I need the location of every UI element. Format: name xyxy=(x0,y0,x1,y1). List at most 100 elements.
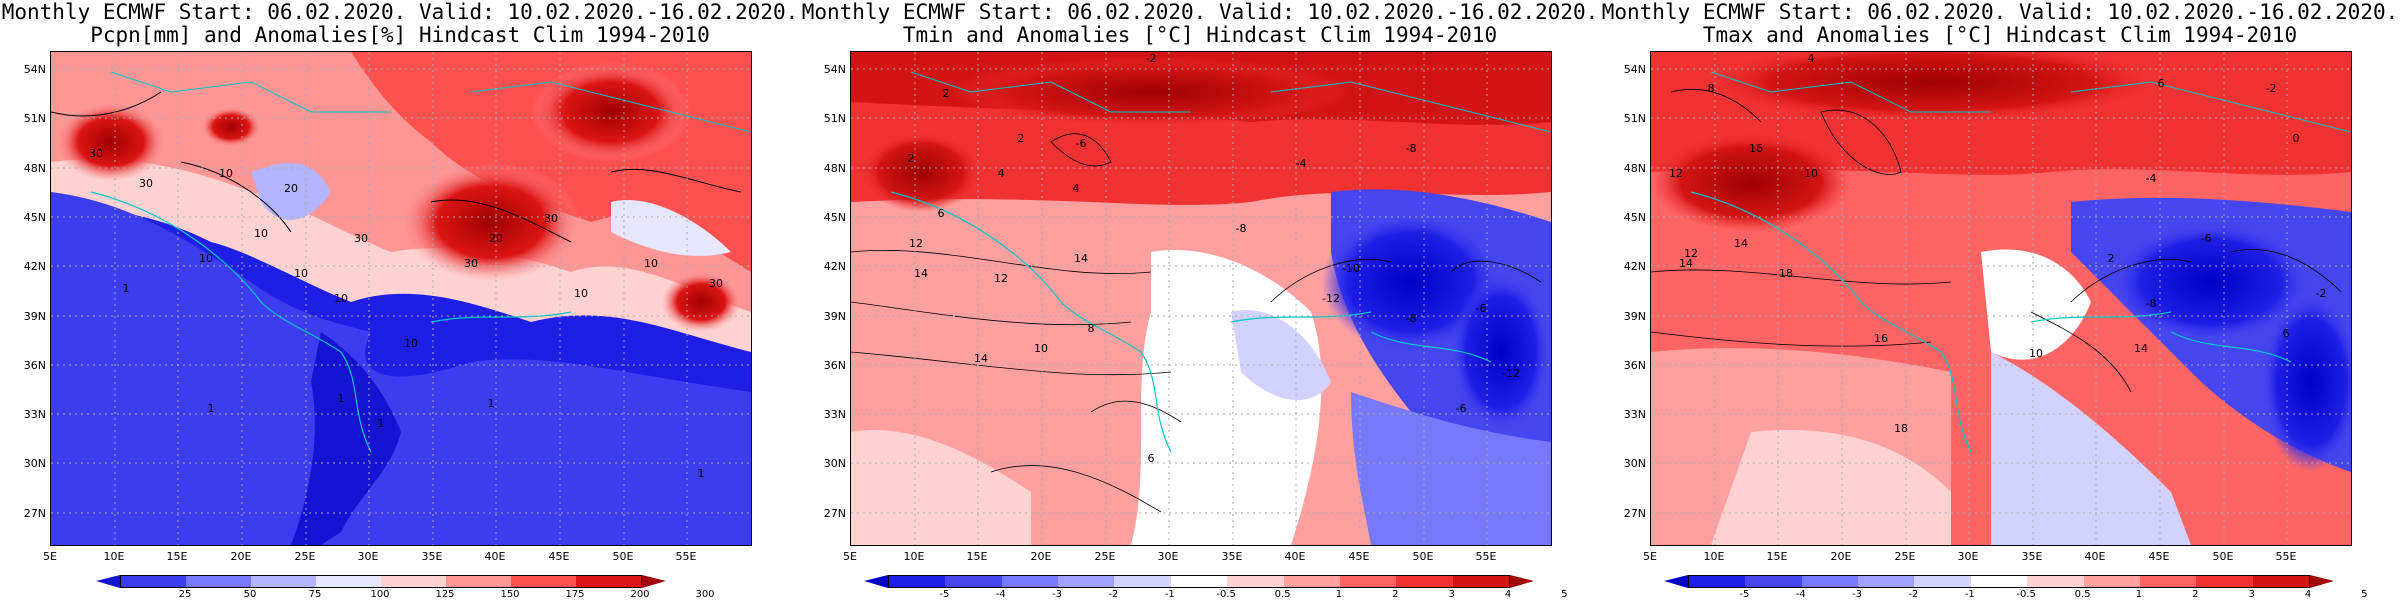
contour-label: 2 xyxy=(943,87,950,100)
colorbar-tick-label: 300 xyxy=(695,589,715,600)
contour-label: 14 xyxy=(974,352,988,365)
colorbar-tick-label: -4 xyxy=(995,589,1006,600)
x-axis-label: 15E xyxy=(966,550,988,563)
x-axis-label: 25E xyxy=(1094,550,1116,563)
colorbar-tick-label: 2 xyxy=(2192,589,2199,600)
y-axis-label: 36N xyxy=(23,359,46,372)
colorbar-tick-label: 3 xyxy=(2248,589,2255,600)
panel-title-line1: Monthly ECMWF Start: 06.02.2020. Valid: … xyxy=(1601,0,2399,24)
contour-label: -8 xyxy=(1236,222,1247,235)
panel-title-line2: Tmin and Anomalies [°C] Hindcast Clim 19… xyxy=(902,23,1498,47)
contour-label: 2 xyxy=(2108,252,2115,265)
contour-label: 16 xyxy=(1749,142,1763,155)
contour-label: 30 xyxy=(139,177,153,190)
y-axis-label: 33N xyxy=(823,408,846,421)
contour-label: 10 xyxy=(644,257,658,270)
colorbar-segment xyxy=(1801,576,1859,587)
contour-label: 10 xyxy=(219,167,233,180)
y-axis-label: 48N xyxy=(823,162,846,175)
tmin-map: -2 2 2 4 2 -6 -8 -4 4 6 12 14 14 12 -8 -… xyxy=(850,51,1552,546)
colorbar-strip xyxy=(1688,575,2310,588)
y-axis-label: 36N xyxy=(823,359,846,372)
colorbar-segment xyxy=(1970,576,2028,587)
contour-label: 18 xyxy=(1779,267,1793,280)
colorbar-tick-label: 4 xyxy=(2304,589,2312,600)
colorbar-segment xyxy=(1001,576,1059,587)
contour-label: 14 xyxy=(1734,237,1748,250)
colorbar-segment xyxy=(889,576,946,587)
contour-label: 30 xyxy=(544,212,558,225)
precip-panel: Monthly ECMWF Start: 06.02.2020. Valid: … xyxy=(0,0,800,600)
colorbar-segment xyxy=(251,576,316,587)
x-axis-label: 15E xyxy=(166,550,188,563)
contour-label: 2 xyxy=(908,152,915,165)
contour-label: -4 xyxy=(1296,157,1307,170)
x-axis-label: 30E xyxy=(1157,550,1179,563)
contour-label: 1 xyxy=(378,417,385,430)
y-axis-label: 54N xyxy=(23,63,46,76)
colorbar-tick-label: 5 xyxy=(2361,589,2368,600)
y-axis-label: 39N xyxy=(23,310,46,323)
contour-label: -8 xyxy=(1406,142,1417,155)
y-axis-label: 27N xyxy=(23,507,46,520)
colorbar-max-arrow xyxy=(2310,575,2334,588)
colorbar-segment xyxy=(2252,576,2309,587)
contour-label: 10 xyxy=(1034,342,1048,355)
colorbar-segment xyxy=(1452,576,1509,587)
y-axis-label: 36N xyxy=(1623,359,1646,372)
colorbar-tick-label: -3 xyxy=(1852,589,1863,600)
contour-label: 1 xyxy=(123,282,130,295)
y-axis-label: 51N xyxy=(823,112,846,125)
colorbar-segment xyxy=(186,576,251,587)
y-axis-label: 27N xyxy=(823,507,846,520)
x-axis-label: 45E xyxy=(2148,550,2170,563)
tmin-panel: Monthly ECMWF Start: 06.02.2020. Valid: … xyxy=(800,0,1600,600)
colorbar-tick-label: 50 xyxy=(243,589,257,600)
contour-label: 1 xyxy=(208,402,215,415)
contour-label: 0 xyxy=(2293,132,2300,145)
contour-label: 8 xyxy=(1708,82,1715,95)
colorbar-min-arrow xyxy=(1664,575,1688,588)
contour-label: 20 xyxy=(284,182,298,195)
colorbar-segment xyxy=(1914,576,1971,587)
x-axis-label: 35E xyxy=(1221,550,1243,563)
y-axis-label: 39N xyxy=(823,310,846,323)
contour-label: 12 xyxy=(909,237,923,250)
x-axis-label: 10E xyxy=(1703,550,1725,563)
contour-label: 10 xyxy=(404,337,418,350)
colorbar-segment xyxy=(1058,576,1115,587)
contour-label: 20 xyxy=(489,232,503,245)
y-axis-label: 42N xyxy=(823,260,846,273)
contour-label: 18 xyxy=(1894,422,1908,435)
colorbar-tick-label: -1 xyxy=(1164,589,1175,600)
x-axis-label: 35E xyxy=(421,550,443,563)
contour-label: -2 xyxy=(2266,82,2277,95)
colorbar-tick-label: 200 xyxy=(630,589,650,600)
colorbar-tick-label: 0.5 xyxy=(1274,589,1291,600)
y-axis-label: 48N xyxy=(23,162,46,175)
y-axis-label: 27N xyxy=(1623,507,1646,520)
panel-title-line1: Monthly ECMWF Start: 06.02.2020. Valid: … xyxy=(1,0,799,24)
x-axis-label: 30E xyxy=(1957,550,1979,563)
colorbar-segment xyxy=(316,576,381,587)
colorbar-segment xyxy=(1114,576,1171,587)
colorbar-tick-label: 25 xyxy=(178,589,192,600)
colorbar-segment xyxy=(945,576,1002,587)
x-axis-label: 5E xyxy=(1643,550,1657,563)
contour-label: -6 xyxy=(1076,137,1087,150)
x-axis-label: 20E xyxy=(1830,550,1852,563)
colorbar-max-arrow xyxy=(1510,575,1534,588)
colorbar-tick-label: 5 xyxy=(1561,589,1568,600)
colorbar-tick-label: 75 xyxy=(308,589,322,600)
x-axis-label: 35E xyxy=(2021,550,2043,563)
colorbar-min-arrow xyxy=(96,575,120,588)
colorbar-segment xyxy=(446,576,511,587)
contour-label: 12 xyxy=(1669,167,1683,180)
contour-label: 30 xyxy=(89,147,103,160)
contour-label: 30 xyxy=(354,232,368,245)
x-axis-label: 50E xyxy=(1412,550,1434,563)
colorbar-tick-label: 0.5 xyxy=(2074,589,2091,600)
colorbar-tick-label: -2 xyxy=(1908,589,1919,600)
y-axis-label: 30N xyxy=(23,457,46,470)
contour-label: 16 xyxy=(1874,332,1888,345)
